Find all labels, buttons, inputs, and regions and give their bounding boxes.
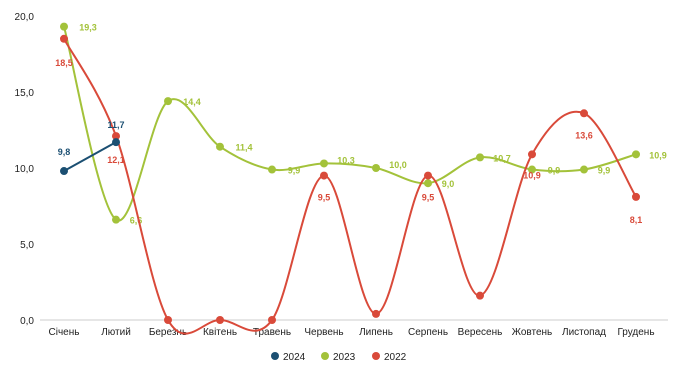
series-2024: 9,8 11,7 [58,120,125,176]
data-point-2022 [164,316,172,324]
data-point-2022 [632,192,640,201]
x-tick-label: Грудень [617,327,654,338]
x-tick-label: Січень [49,327,80,338]
x-tick-label: Серпень [408,327,448,338]
data-label-2022: 8,1 [630,215,643,225]
data-point-2023 [632,150,640,159]
data-point-2024 [112,138,120,147]
data-point-2023 [476,153,484,162]
data-label-2022: 13,6 [575,130,593,140]
data-point-2023 [424,179,432,188]
data-label-2023: 14,4 [183,97,201,107]
data-label-2022: 9,5 [318,193,331,203]
x-tick-label: Жовтень [512,327,553,338]
x-tick-label: Вересень [458,327,503,338]
data-point-2022 [424,171,432,180]
x-tick-label: Березнь [149,327,187,338]
legend-label-2022: 2022 [384,352,407,363]
legend-marker-2024 [271,352,279,360]
data-label-2023: 19,3 [79,23,97,33]
data-label-2023: 11,4 [235,143,252,153]
legend-marker-2023 [321,352,329,360]
legend-label-2023: 2023 [333,352,356,363]
data-label-2023: 9,9 [548,166,561,176]
series-layer: 19,36,614,411,49,910,3 10,09,010,79,9 9,91… [55,22,667,335]
series-line-2024 [63,141,117,172]
data-point-2023 [580,165,588,174]
data-point-2022 [580,109,588,118]
data-label-2023: 6,6 [130,216,143,226]
series-2022: 18,5 12,1 9,5 9,5 10,9 13,6 8,1 [55,34,643,335]
y-tick-label: 0,0 [20,316,34,327]
y-tick-label: 15,0 [15,88,35,99]
data-point-2022 [216,316,224,324]
data-point-2022 [372,309,380,318]
data-point-2023 [528,165,536,174]
x-tick-label: Травень [253,327,291,338]
data-label-2022: 18,5 [55,58,73,68]
data-label-2023: 10,0 [389,160,407,170]
y-tick-label: 20,0 [15,12,35,23]
data-point-2023 [320,159,328,168]
data-point-2023 [164,97,172,106]
data-point-2022 [320,171,328,180]
data-label-2023: 9,9 [598,166,611,176]
data-label-2022: 9,5 [422,193,435,203]
x-tick-label: Листопад [562,327,606,338]
x-tick-label: Лютий [101,327,131,338]
series-line-2023 [63,26,637,222]
data-point-2024 [60,167,68,176]
data-point-2023 [112,215,120,224]
legend: 2024 2023 2022 [271,352,407,363]
x-tick-label: Червень [304,327,343,338]
x-tick-label: Квітень [203,327,237,338]
data-point-2022 [268,316,276,324]
data-point-2022 [112,132,120,141]
data-label-2023: 10,9 [649,150,667,160]
data-point-2023 [60,22,68,31]
x-axis: Січень Лютий Березнь Квітень Травень Червень Л… [49,327,655,338]
data-point-2023 [216,142,224,151]
y-tick-label: 5,0 [20,240,34,251]
y-axis: 0,0 5,0 10,0 15,0 20,0 [15,12,35,327]
data-label-2023: 10,7 [493,153,511,163]
data-label-2024: 9,8 [58,147,71,157]
data-label-2024: 11,7 [107,120,124,130]
series-2023: 19,3 6,6 14,4 11,4 9,9 10,3 10,0 9,0 10,7 9,9 9,9 1… [60,22,667,226]
data-point-2023 [268,165,276,174]
data-label-2023: 9,9 [288,166,301,176]
x-tick-label: Липень [359,327,393,338]
data-point-2022 [476,291,484,300]
data-label-2022: 10,9 [523,170,541,180]
y-tick-label: 10,0 [15,164,35,175]
series-line-2022 [63,38,637,335]
data-label-2023: 9,0 [442,179,455,189]
legend-marker-2022 [372,352,380,360]
data-label-2022: 12,1 [107,155,125,165]
data-point-2022 [60,34,68,43]
data-point-2023 [372,164,380,172]
data-point-2022 [528,150,536,159]
legend-label-2024: 2024 [283,352,306,363]
data-label-2023: 10,3 [337,155,355,165]
